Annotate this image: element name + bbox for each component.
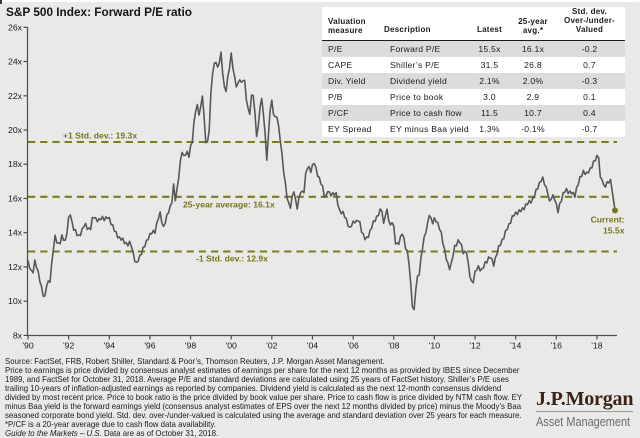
svg-text:'10: '10 (429, 341, 440, 351)
svg-text:25-year average: 16.1x: 25-year average: 16.1x (183, 200, 275, 210)
svg-text:'02: '02 (266, 341, 277, 351)
svg-text:24x: 24x (8, 57, 23, 67)
svg-text:'06: '06 (347, 341, 358, 351)
svg-text:'16: '16 (551, 341, 562, 351)
svg-text:12x: 12x (8, 262, 23, 272)
svg-text:'94: '94 (104, 341, 115, 351)
svg-text:26x: 26x (8, 22, 23, 32)
svg-text:+1 Std. dev.: 19.3x: +1 Std. dev.: 19.3x (63, 131, 137, 141)
svg-text:'12: '12 (469, 341, 480, 351)
svg-text:16x: 16x (8, 194, 23, 204)
svg-text:Current:: Current: (591, 215, 625, 225)
svg-text:'90: '90 (22, 341, 33, 351)
svg-text:'08: '08 (388, 341, 399, 351)
svg-text:22x: 22x (8, 91, 23, 101)
svg-text:15.5x: 15.5x (603, 226, 625, 236)
svg-text:'98: '98 (185, 341, 196, 351)
svg-text:8x: 8x (13, 330, 23, 340)
svg-text:-1 Std. dev.: 12.9x: -1 Std. dev.: 12.9x (196, 254, 268, 264)
svg-text:'04: '04 (307, 341, 318, 351)
svg-text:'14: '14 (510, 341, 521, 351)
svg-text:'18: '18 (591, 341, 602, 351)
svg-text:18x: 18x (8, 159, 23, 169)
svg-text:'92: '92 (63, 341, 74, 351)
svg-text:'96: '96 (144, 341, 155, 351)
svg-text:14x: 14x (8, 228, 23, 238)
svg-text:20x: 20x (8, 125, 23, 135)
svg-text:'00: '00 (226, 341, 237, 351)
svg-text:10x: 10x (8, 296, 23, 306)
